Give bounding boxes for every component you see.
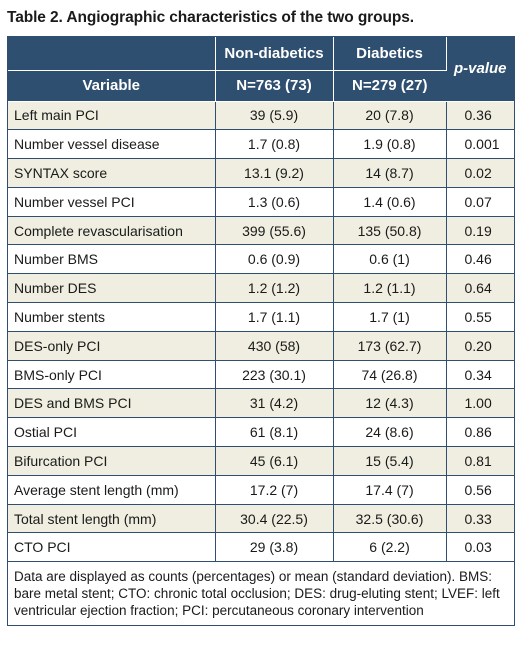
- table-row: DES and BMS PCI 31 (4.2) 12 (4.3) 1.00: [8, 388, 514, 419]
- cell-nondiabetics: 45 (6.1): [215, 446, 334, 476]
- header-blank: [8, 37, 216, 71]
- cell-diabetics: 135 (50.8): [333, 216, 447, 246]
- header-pvalue: p-value: [446, 37, 514, 102]
- cell-pvalue: 1.00: [446, 388, 514, 419]
- table-row: Bifurcation PCI 45 (6.1) 15 (5.4) 0.81: [8, 446, 514, 476]
- cell-variable: Number stents: [8, 302, 216, 332]
- cell-diabetics: 24 (8.6): [333, 417, 447, 448]
- cell-nondiabetics: 1.3 (0.6): [215, 187, 334, 217]
- cell-diabetics: 1.9 (0.8): [333, 129, 447, 160]
- cell-variable: Total stent length (mm): [8, 504, 216, 534]
- cell-variable: Number vessel PCI: [8, 187, 216, 217]
- table-row: Number vessel disease 1.7 (0.8) 1.9 (0.8…: [8, 129, 514, 160]
- cell-variable: CTO PCI: [8, 532, 216, 563]
- cell-variable: DES-only PCI: [8, 331, 216, 361]
- cell-variable: Number vessel disease: [8, 129, 216, 160]
- cell-nondiabetics: 0.6 (0.9): [215, 244, 334, 275]
- cell-nondiabetics: 31 (4.2): [215, 388, 334, 419]
- table-row: Total stent length (mm) 30.4 (22.5) 32.5…: [8, 504, 514, 534]
- cell-diabetics: 1.7 (1): [333, 302, 447, 332]
- cell-diabetics: 1.2 (1.1): [333, 273, 447, 304]
- table-row: Average stent length (mm) 17.2 (7) 17.4 …: [8, 475, 514, 505]
- cell-variable: Left main PCI: [8, 101, 216, 131]
- cell-nondiabetics: 399 (55.6): [215, 216, 334, 246]
- cell-pvalue: 0.20: [446, 331, 514, 361]
- cell-nondiabetics: 1.7 (1.1): [215, 302, 334, 332]
- table-footnote: Data are displayed as counts (percentage…: [8, 562, 514, 626]
- cell-pvalue: 0.56: [446, 475, 514, 505]
- header-group1-n: N=763 (73): [215, 70, 334, 102]
- table-row: Number vessel PCI 1.3 (0.6) 1.4 (0.6) 0.…: [8, 187, 514, 217]
- cell-diabetics: 15 (5.4): [333, 446, 447, 476]
- cell-pvalue: 0.64: [446, 273, 514, 304]
- cell-pvalue: 0.07: [446, 187, 514, 217]
- cell-nondiabetics: 17.2 (7): [215, 475, 334, 505]
- cell-pvalue: 0.34: [446, 360, 514, 390]
- header-group2-n: N=279 (27): [333, 70, 446, 102]
- cell-diabetics: 32.5 (30.6): [333, 504, 447, 534]
- table-title: Table 2. Angiographic characteristics of…: [7, 9, 414, 26]
- cell-pvalue: 0.86: [446, 417, 514, 448]
- header-group2-name: Diabetics: [333, 37, 447, 71]
- cell-diabetics: 6 (2.2): [333, 532, 447, 563]
- cell-variable: Bifurcation PCI: [8, 446, 216, 476]
- table-row: DES-only PCI 430 (58) 173 (62.7) 0.20: [8, 331, 514, 361]
- cell-pvalue: 0.81: [446, 446, 514, 476]
- cell-nondiabetics: 1.2 (1.2): [215, 273, 334, 304]
- cell-nondiabetics: 61 (8.1): [215, 417, 334, 448]
- cell-variable: Number DES: [8, 273, 216, 304]
- cell-diabetics: 1.4 (0.6): [333, 187, 447, 217]
- cell-pvalue: 0.55: [446, 302, 514, 332]
- table-row: Ostial PCI 61 (8.1) 24 (8.6) 0.86: [8, 417, 514, 448]
- cell-diabetics: 20 (7.8): [333, 101, 447, 131]
- cell-nondiabetics: 1.7 (0.8): [215, 129, 334, 160]
- cell-variable: Number BMS: [8, 244, 216, 275]
- cell-pvalue: 0.19: [446, 216, 514, 246]
- cell-pvalue: 0.46: [446, 244, 514, 275]
- cell-variable: BMS-only PCI: [8, 360, 216, 390]
- cell-diabetics: 17.4 (7): [333, 475, 447, 505]
- cell-nondiabetics: 13.1 (9.2): [215, 158, 334, 188]
- table-row: Number BMS 0.6 (0.9) 0.6 (1) 0.46: [8, 244, 514, 275]
- cell-pvalue: 0.36: [446, 101, 514, 131]
- angiographic-table: Non-diabetics Diabetics p-value Variable…: [7, 36, 515, 627]
- cell-variable: SYNTAX score: [8, 158, 216, 188]
- header-variable: Variable: [8, 70, 216, 102]
- cell-diabetics: 74 (26.8): [333, 360, 447, 390]
- cell-variable: Complete revascularisation: [8, 216, 216, 246]
- table-row: Complete revascularisation 399 (55.6) 13…: [8, 216, 514, 246]
- cell-nondiabetics: 430 (58): [215, 331, 334, 361]
- cell-nondiabetics: 39 (5.9): [215, 101, 334, 131]
- table-row: Number stents 1.7 (1.1) 1.7 (1) 0.55: [8, 302, 514, 332]
- cell-diabetics: 0.6 (1): [333, 244, 447, 275]
- cell-variable: Ostial PCI: [8, 417, 216, 448]
- cell-nondiabetics: 223 (30.1): [215, 360, 334, 390]
- cell-diabetics: 14 (8.7): [333, 158, 447, 188]
- cell-pvalue: 0.33: [446, 504, 514, 534]
- cell-diabetics: 12 (4.3): [333, 388, 447, 419]
- table-row: CTO PCI 29 (3.8) 6 (2.2) 0.03: [8, 532, 514, 563]
- cell-nondiabetics: 29 (3.8): [215, 532, 334, 563]
- cell-variable: DES and BMS PCI: [8, 388, 216, 419]
- cell-variable: Average stent length (mm): [8, 475, 216, 505]
- cell-pvalue: 0.02: [446, 158, 514, 188]
- table-row: Left main PCI 39 (5.9) 20 (7.8) 0.36: [8, 101, 514, 131]
- cell-diabetics: 173 (62.7): [333, 331, 447, 361]
- header-group1-name: Non-diabetics: [215, 37, 334, 71]
- cell-nondiabetics: 30.4 (22.5): [215, 504, 334, 534]
- table-row: BMS-only PCI 223 (30.1) 74 (26.8) 0.34: [8, 360, 514, 390]
- table-row: Number DES 1.2 (1.2) 1.2 (1.1) 0.64: [8, 273, 514, 304]
- table-row: SYNTAX score 13.1 (9.2) 14 (8.7) 0.02: [8, 158, 514, 188]
- cell-pvalue: 0.03: [446, 532, 514, 563]
- cell-pvalue: 0.001: [446, 129, 514, 160]
